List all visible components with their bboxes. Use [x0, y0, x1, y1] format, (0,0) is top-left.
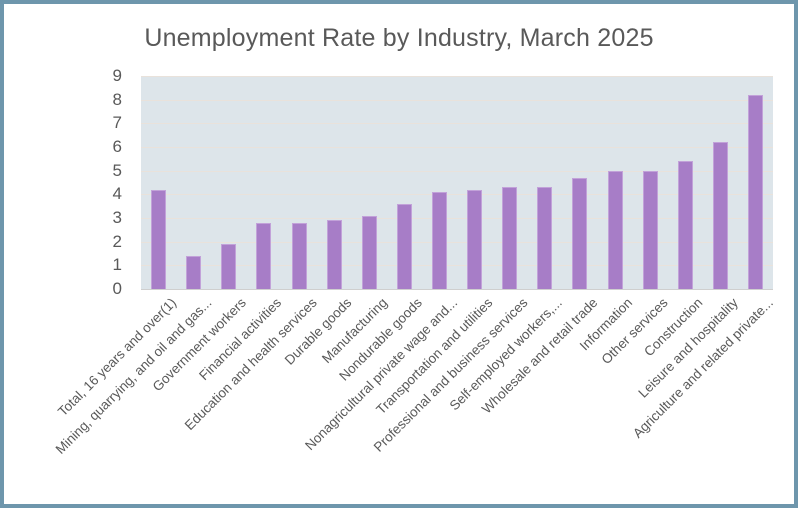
plot-area: [141, 76, 773, 290]
y-tick-label: 6: [112, 137, 122, 156]
gridline: [141, 194, 773, 196]
bar: [291, 223, 307, 289]
gridline: [141, 123, 773, 125]
bar: [502, 187, 518, 289]
x-category-label: Mining, quarrying, and oil and gas...: [52, 295, 215, 457]
gridline: [141, 218, 773, 219]
bar: [642, 171, 658, 289]
y-tick-label: 9: [112, 66, 122, 85]
gridline: [141, 265, 773, 267]
gridline: [141, 99, 773, 101]
gridline: [141, 241, 773, 243]
bar: [396, 204, 412, 289]
bar: [677, 161, 693, 289]
bar: [431, 192, 447, 289]
gridline: [141, 76, 773, 77]
bar: [747, 95, 763, 289]
gridline: [141, 170, 773, 172]
bar: [361, 216, 377, 289]
chart-title: Unemployment Rate by Industry, March 202…: [144, 24, 654, 52]
y-tick-label: 5: [112, 160, 122, 180]
bar: [186, 256, 202, 289]
bar: [537, 187, 553, 289]
bar: [607, 171, 623, 289]
bar: [151, 190, 167, 289]
y-tick-label: 2: [112, 231, 122, 251]
bar: [326, 220, 342, 289]
y-tick-label: 1: [112, 255, 122, 275]
y-tick-label: 0: [112, 279, 122, 298]
y-tick-label: 8: [112, 89, 122, 109]
bar: [712, 142, 728, 289]
bar: [572, 178, 588, 289]
y-tick-label: 7: [112, 113, 122, 133]
gridline: [141, 147, 773, 148]
bar: [221, 244, 237, 289]
bar: [256, 223, 272, 289]
y-tick-label: 4: [112, 184, 122, 204]
y-tick-label: 3: [112, 208, 122, 227]
bar: [467, 190, 483, 289]
